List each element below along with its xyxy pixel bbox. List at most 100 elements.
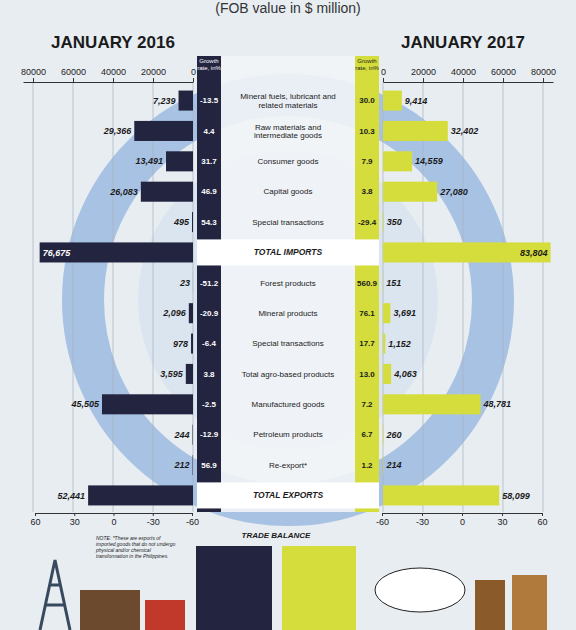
tick-mark <box>33 78 34 82</box>
tick-mark <box>462 513 463 516</box>
grid-line <box>33 82 34 512</box>
data-label: 13,491 <box>135 156 163 166</box>
data-label: 26,083 <box>109 187 138 197</box>
tick-mark <box>503 78 504 82</box>
growth-rate: -51.2 <box>200 279 219 288</box>
data-label: 3,595 <box>160 369 184 379</box>
category-label: Consumer goods <box>258 157 319 166</box>
tick: 60 <box>537 513 547 527</box>
data-label: 27,080 <box>439 187 468 197</box>
tick-mark <box>113 78 114 82</box>
tick-label: 0 <box>460 517 465 527</box>
data-label: 4,063 <box>393 369 417 379</box>
category-label: Manufactured goods <box>252 400 325 409</box>
growth-rate: -20.9 <box>200 309 219 318</box>
category-label: Total agro-based products <box>242 370 335 379</box>
tick: 80000 <box>21 67 46 82</box>
oil-rig-icon <box>40 560 70 630</box>
grid-line <box>503 82 504 512</box>
bar <box>141 182 193 202</box>
data-label: 58,099 <box>502 491 530 501</box>
growth-rates: -13.54.431.746.954.3-51.2-20.9-6.43.8-2.… <box>200 96 378 469</box>
growth-rate: -12.9 <box>200 430 219 439</box>
tick-label: 80000 <box>531 67 556 77</box>
tick-mark <box>192 513 193 516</box>
trade-balance-box <box>282 546 356 630</box>
tick-label: 20000 <box>411 67 436 77</box>
tick: -60 <box>376 513 389 527</box>
tick: 60000 <box>491 67 516 82</box>
data-label: 45,505 <box>70 399 100 409</box>
grid-line <box>383 82 384 512</box>
growth-rate: 56.9 <box>201 461 217 470</box>
growth-axis-left: -60-3003060 <box>30 513 199 527</box>
tick-label: 0 <box>381 67 386 77</box>
growth-rate: 17.7 <box>359 339 375 348</box>
total-row-band <box>197 239 379 265</box>
bar <box>383 303 390 323</box>
bar <box>383 364 391 384</box>
trade-balance-box <box>196 546 272 630</box>
tick-mark <box>114 513 115 516</box>
growth-rate: 30.0 <box>359 96 375 105</box>
data-label: 1,152 <box>388 339 411 349</box>
tick-mark <box>73 78 74 82</box>
grid-line <box>73 82 74 512</box>
bar <box>383 334 385 354</box>
tick-mark <box>463 78 464 82</box>
data-label: 48,781 <box>483 399 512 409</box>
category-label: Re-export* <box>269 461 307 470</box>
decoration <box>40 560 547 630</box>
data-label: 495 <box>173 217 190 227</box>
data-label: 978 <box>173 339 188 349</box>
label-column <box>221 56 355 512</box>
series-header: JANUARY 2016 <box>51 33 175 52</box>
data-label: 83,804 <box>520 248 548 258</box>
bar <box>383 121 448 141</box>
tick: 30 <box>497 513 507 527</box>
data-label: 2,096 <box>162 308 187 318</box>
data-label: 9,414 <box>405 96 428 106</box>
growth-rate: 46.9 <box>201 187 217 196</box>
bars-left <box>40 91 193 506</box>
growth-rate: 7.2 <box>361 400 373 409</box>
tick: 40000 <box>451 67 476 82</box>
growth-rate: 76.1 <box>359 309 375 318</box>
tick-label: 60 <box>30 517 40 527</box>
grid-line <box>423 82 424 512</box>
data-label: 260 <box>386 430 402 440</box>
bar <box>383 91 402 111</box>
bar <box>192 425 193 445</box>
growth-rate: -6.4 <box>202 339 216 348</box>
data-label: 29,366 <box>103 126 133 136</box>
bar <box>191 334 193 354</box>
growth-rate: 6.7 <box>361 430 373 439</box>
background <box>0 0 576 630</box>
growth-rate: -2.5 <box>202 400 216 409</box>
bar <box>383 242 551 262</box>
growth-rate: 3.8 <box>203 370 215 379</box>
tick: 20000 <box>141 67 166 82</box>
tick-label: 40000 <box>101 67 126 77</box>
category-label: Capital goods <box>264 187 313 196</box>
data-label: 23 <box>179 278 190 288</box>
tick-label: 80000 <box>21 67 46 77</box>
category-label: Special transactions <box>252 218 324 227</box>
tick-mark <box>423 78 424 82</box>
sack-icon <box>475 580 505 630</box>
growth-rate: 13.0 <box>359 370 375 379</box>
bar <box>192 455 193 475</box>
category-label: Mineral products <box>258 309 317 318</box>
bar <box>383 182 437 202</box>
bar <box>102 394 193 414</box>
tick-mark <box>543 78 544 82</box>
bar <box>88 485 193 505</box>
tick-label: 30 <box>497 517 507 527</box>
tick-label: 60000 <box>61 67 86 77</box>
tick-label: 60000 <box>491 67 516 77</box>
category-label: TOTAL IMPORTS <box>254 247 323 257</box>
series-header: JANUARY 2017 <box>401 33 525 52</box>
growth-rate: 4.4 <box>203 127 215 136</box>
axis-line <box>24 82 194 83</box>
tick: 0 <box>460 513 465 527</box>
